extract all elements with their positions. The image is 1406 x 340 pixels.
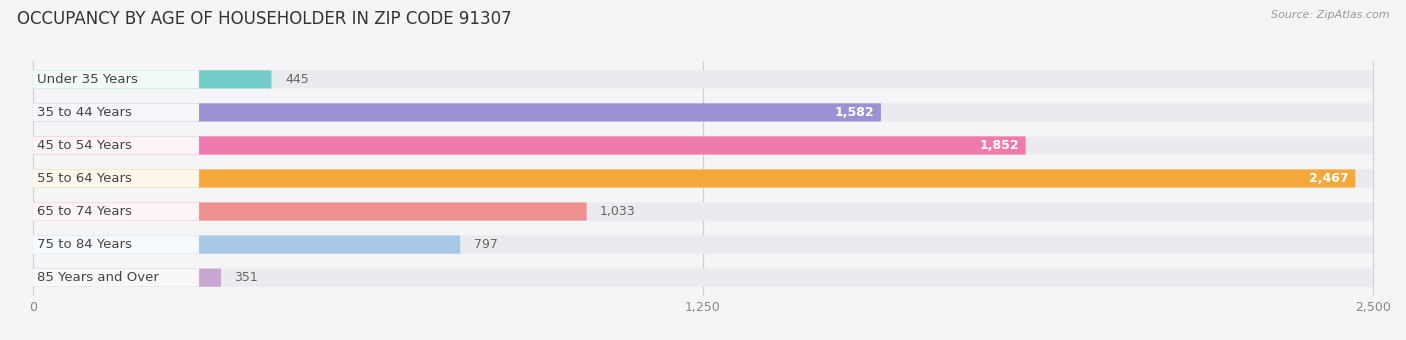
FancyBboxPatch shape <box>32 70 200 88</box>
FancyBboxPatch shape <box>32 103 882 121</box>
Text: 797: 797 <box>474 238 498 251</box>
Text: 1,033: 1,033 <box>600 205 636 218</box>
FancyBboxPatch shape <box>32 70 271 88</box>
FancyBboxPatch shape <box>32 136 1026 155</box>
Text: 351: 351 <box>235 271 259 284</box>
Text: 1,582: 1,582 <box>835 106 875 119</box>
FancyBboxPatch shape <box>32 236 460 254</box>
Text: Source: ZipAtlas.com: Source: ZipAtlas.com <box>1271 10 1389 20</box>
Text: 35 to 44 Years: 35 to 44 Years <box>37 106 132 119</box>
FancyBboxPatch shape <box>32 169 1355 188</box>
Text: 445: 445 <box>285 73 309 86</box>
FancyBboxPatch shape <box>32 136 1374 155</box>
Text: 85 Years and Over: 85 Years and Over <box>37 271 159 284</box>
Text: 65 to 74 Years: 65 to 74 Years <box>37 205 132 218</box>
FancyBboxPatch shape <box>32 236 200 254</box>
FancyBboxPatch shape <box>32 269 200 287</box>
Text: 2,467: 2,467 <box>1309 172 1348 185</box>
FancyBboxPatch shape <box>32 202 586 221</box>
FancyBboxPatch shape <box>32 236 1374 254</box>
Text: 45 to 54 Years: 45 to 54 Years <box>37 139 132 152</box>
Text: 55 to 64 Years: 55 to 64 Years <box>37 172 132 185</box>
FancyBboxPatch shape <box>32 103 1374 121</box>
FancyBboxPatch shape <box>32 169 1374 188</box>
Text: 1,852: 1,852 <box>980 139 1019 152</box>
FancyBboxPatch shape <box>32 202 1374 221</box>
Text: OCCUPANCY BY AGE OF HOUSEHOLDER IN ZIP CODE 91307: OCCUPANCY BY AGE OF HOUSEHOLDER IN ZIP C… <box>17 10 512 28</box>
Text: Under 35 Years: Under 35 Years <box>37 73 138 86</box>
FancyBboxPatch shape <box>32 269 1374 287</box>
FancyBboxPatch shape <box>32 169 200 188</box>
FancyBboxPatch shape <box>32 136 200 155</box>
FancyBboxPatch shape <box>32 269 221 287</box>
FancyBboxPatch shape <box>32 103 200 121</box>
FancyBboxPatch shape <box>32 202 200 221</box>
FancyBboxPatch shape <box>32 70 1374 88</box>
Text: 75 to 84 Years: 75 to 84 Years <box>37 238 132 251</box>
